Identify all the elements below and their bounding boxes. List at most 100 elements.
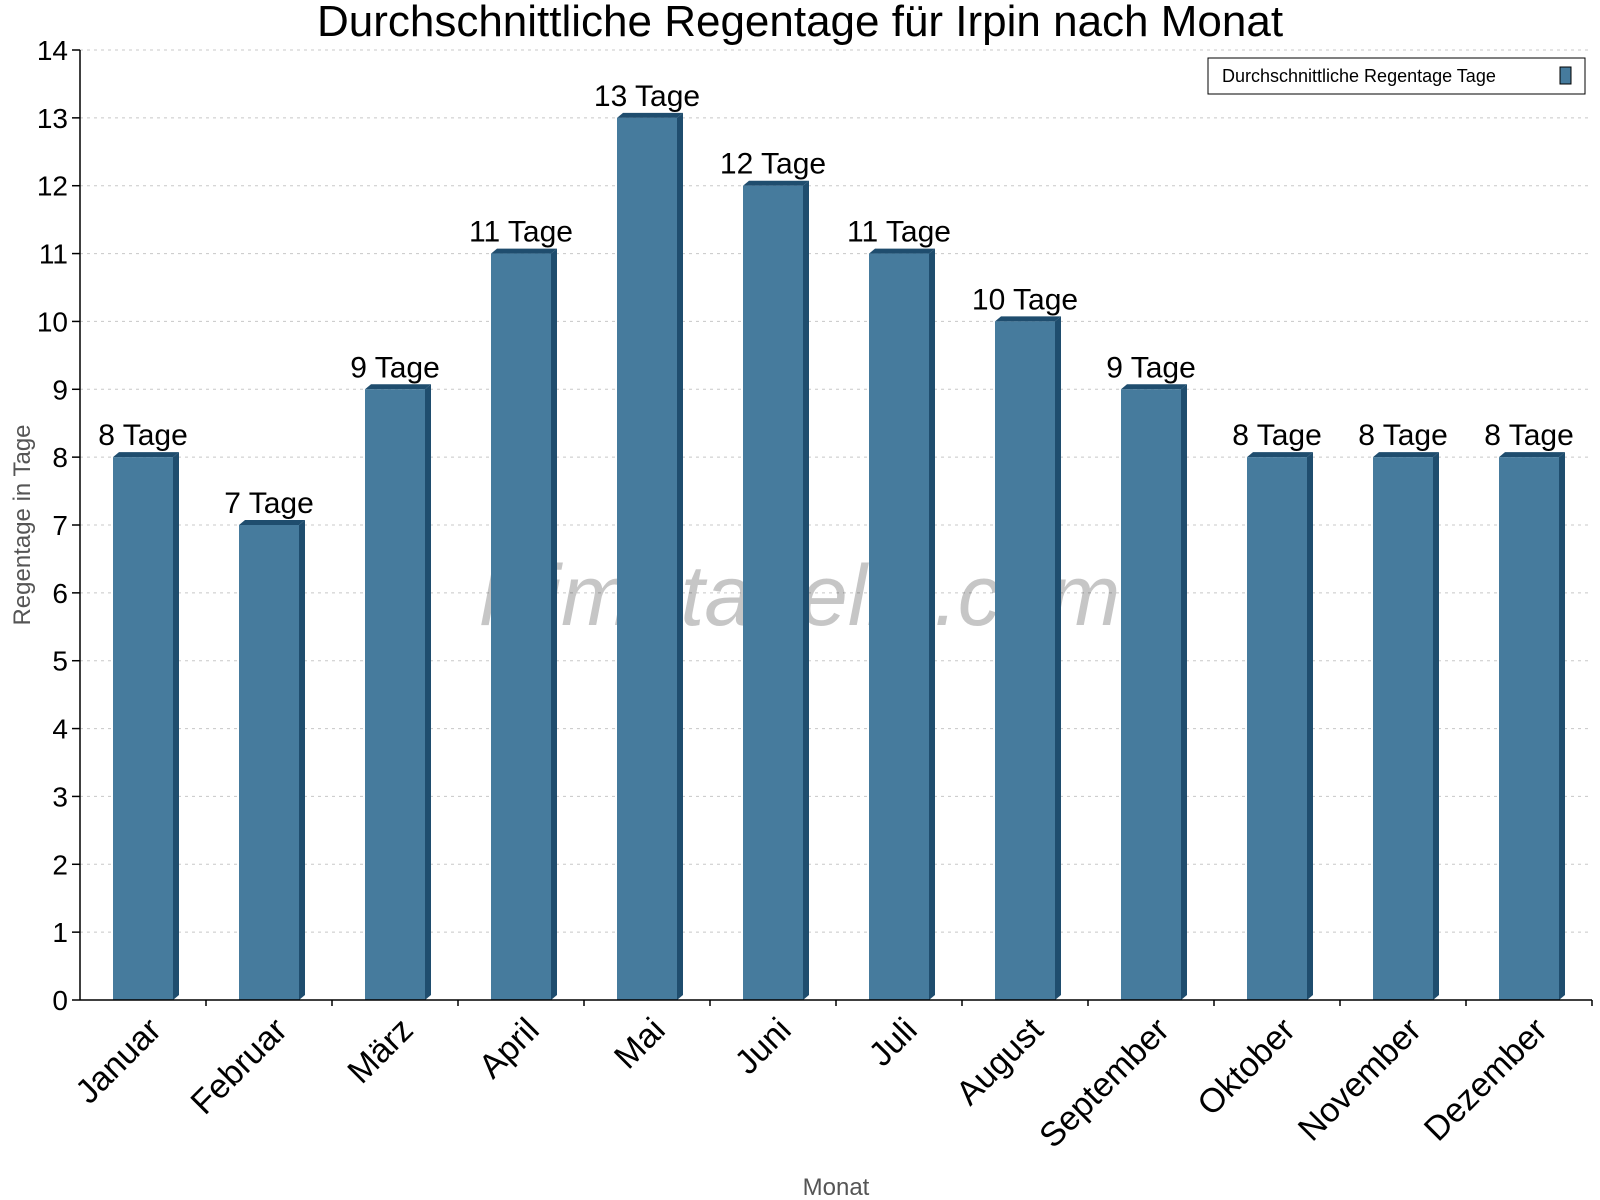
data-label: 8 Tage — [1484, 419, 1574, 452]
bar-januar — [113, 452, 179, 1001]
data-label: 8 Tage — [1358, 419, 1448, 452]
bar-front — [1247, 457, 1307, 1001]
x-axis-label: Monat — [803, 1174, 870, 1200]
y-tick-label: 7 — [52, 510, 68, 541]
data-label: 8 Tage — [1232, 419, 1322, 452]
bar-top — [995, 316, 1061, 322]
bar-side — [803, 180, 809, 1000]
y-axis-label: Regentage in Tage — [9, 424, 36, 625]
gridlines — [80, 49, 1592, 933]
x-tick-label: Mai — [607, 1011, 673, 1077]
bar-side — [1307, 452, 1313, 1001]
y-tick-label: 8 — [52, 442, 68, 473]
data-label: 13 Tage — [594, 80, 700, 113]
y-tick-label: 13 — [37, 103, 68, 134]
bar-front — [1499, 457, 1559, 1001]
bar-top — [365, 384, 431, 390]
y-tick-label: 1 — [52, 917, 68, 948]
bar-top — [869, 248, 935, 254]
bar-top — [1373, 452, 1439, 458]
bars — [113, 112, 1565, 1001]
bar-dezember — [1499, 452, 1565, 1001]
bar-side — [551, 248, 557, 1001]
bar-side — [929, 248, 935, 1001]
bar-mai — [617, 112, 683, 1001]
bar-oktober — [1247, 452, 1313, 1001]
bar-front — [1373, 457, 1433, 1001]
bar-side — [173, 452, 179, 1001]
data-label: 9 Tage — [1106, 351, 1196, 384]
y-tick-label: 11 — [39, 239, 68, 270]
bar-side — [677, 112, 683, 1001]
bar-side — [425, 384, 431, 1000]
x-tick-label: Januar — [68, 1011, 168, 1111]
legend-box — [1207, 57, 1586, 95]
y-tick-label: 2 — [52, 849, 68, 880]
y-tick-label: 12 — [37, 171, 68, 202]
bar-top — [617, 112, 683, 118]
bar-april — [491, 248, 557, 1001]
x-tick-label: Juni — [728, 1011, 799, 1082]
x-tick-label: Oktober — [1190, 1011, 1302, 1123]
bar-top — [113, 452, 179, 458]
bar-top — [491, 248, 557, 254]
y-tick-label: 0 — [52, 985, 68, 1016]
bar-side — [1559, 452, 1565, 1001]
data-label: 11 Tage — [469, 216, 573, 249]
y-tick-label: 14 — [37, 35, 68, 66]
data-label: 8 Tage — [98, 419, 188, 452]
x-tick-label: Juli — [862, 1011, 925, 1074]
x-tick-label: September — [1032, 1011, 1176, 1155]
bar-top — [1121, 384, 1187, 390]
bar-top — [239, 520, 305, 525]
y-tick-label: 3 — [52, 781, 68, 812]
bar-front — [1121, 389, 1181, 1000]
y-tick-label: 9 — [52, 374, 68, 405]
bar-februar — [239, 520, 305, 1000]
bar-front — [365, 389, 425, 1000]
bar-juli — [869, 248, 935, 1001]
y-tick-label: 6 — [52, 578, 68, 609]
data-labels: 8 Tage 7 Tage 9 Tage 11 Tage 13 Tage 12 Tage 1… — [98, 80, 1574, 520]
bar-top — [1499, 452, 1565, 458]
data-label: 7 Tage — [224, 487, 314, 520]
bar-front — [617, 117, 677, 1001]
bar-august — [995, 316, 1061, 1000]
bar-november — [1373, 452, 1439, 1001]
y-tick-label: 10 — [37, 306, 68, 337]
bar-märz — [365, 384, 431, 1000]
legend-label: Durchschnittliche Regentage Tage — [1222, 66, 1496, 86]
bar-front — [743, 185, 803, 1000]
legend: Durchschnittliche Regentage Tage — [1207, 57, 1586, 95]
data-label: 11 Tage — [847, 216, 951, 249]
bar-juni — [743, 180, 809, 1000]
x-tick-label: Februar — [184, 1011, 295, 1122]
bar-front — [113, 457, 173, 1001]
x-ticks: Januar Februar März April Mai Juni Juli AugustS… — [68, 1000, 1593, 1155]
bar-front — [491, 253, 551, 1001]
y-tick-label: 5 — [52, 646, 68, 677]
x-tick-label: Dezember — [1417, 1011, 1555, 1149]
bar-side — [299, 520, 305, 1000]
bar-front — [995, 321, 1055, 1000]
x-tick-label: August — [949, 1010, 1051, 1112]
bar-side — [1055, 316, 1061, 1000]
data-label: 9 Tage — [350, 351, 440, 384]
legend-swatch — [1559, 66, 1572, 85]
bar-top — [743, 180, 809, 186]
x-tick-label: März — [340, 1011, 420, 1091]
chart-title: Durchschnittliche Regentage für Irpin na… — [317, 0, 1283, 46]
x-tick-label: November — [1291, 1011, 1429, 1149]
data-label: 10 Tage — [972, 283, 1078, 316]
bar-front — [239, 525, 299, 1000]
x-tick-label: April — [472, 1011, 547, 1086]
bar-side — [1433, 452, 1439, 1001]
bar-side — [1181, 384, 1187, 1000]
bar-top — [1247, 452, 1313, 458]
data-label: 12 Tage — [720, 148, 826, 181]
bar-september — [1121, 384, 1187, 1000]
y-tick-label: 4 — [52, 714, 68, 745]
bar-front — [869, 253, 929, 1001]
